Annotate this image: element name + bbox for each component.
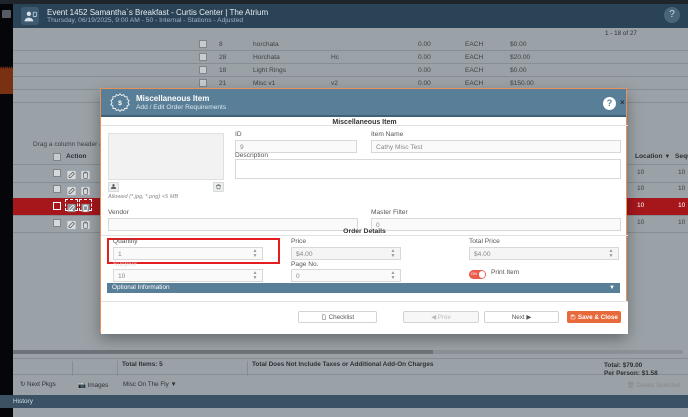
svg-text:$: $: [118, 100, 122, 107]
